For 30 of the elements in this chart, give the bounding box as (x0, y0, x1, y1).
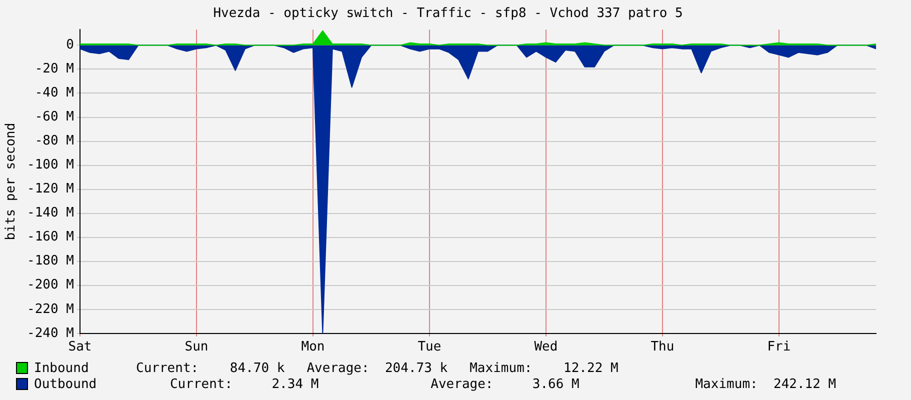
y-tick-label: -40 M (34, 86, 74, 101)
x-tick-label: Thu (650, 340, 674, 355)
y-tick-label: -20 M (34, 62, 74, 77)
y-tick-label: -200 M (27, 278, 74, 293)
y-tick-label: -120 M (27, 182, 74, 197)
y-tick-label: -140 M (27, 206, 74, 221)
y-tick-label: -80 M (34, 134, 74, 149)
y-tick-label: 0 (66, 38, 74, 53)
x-tick-label: Wed (534, 340, 558, 355)
text: Maximum: 12.22 M (470, 360, 618, 376)
chart-title: Hvezda - opticky switch - Traffic - sfp8 - Vchod 337 patro 5 (213, 6, 683, 22)
x-tick-label: Sun (184, 340, 208, 355)
y-tick-label: -60 M (34, 110, 74, 125)
legend-label: Outbound (34, 376, 98, 392)
y-tick-label: -100 M (27, 158, 74, 173)
y-tick-label: -240 M (27, 326, 74, 341)
x-tick-label: Mon (301, 340, 325, 355)
x-tick-label: Tue (418, 340, 442, 355)
text: Average: 204.73 k (306, 360, 448, 376)
x-tick-label: Sat (68, 340, 92, 355)
text: Current: 2.34 M (168, 376, 320, 392)
y-tick-label: -220 M (27, 302, 74, 317)
legend-label: Inbound (34, 360, 90, 376)
y-tick-label: -160 M (27, 230, 74, 245)
text: Current: 84.70 k (136, 360, 285, 376)
y-axis-title: bits per second (3, 122, 18, 240)
text: Maximum: 242.12 M (694, 376, 838, 392)
x-tick-label: Fri (767, 340, 791, 355)
text: Average: 3.66 M (430, 376, 580, 392)
y-tick-label: -180 M (27, 254, 74, 269)
